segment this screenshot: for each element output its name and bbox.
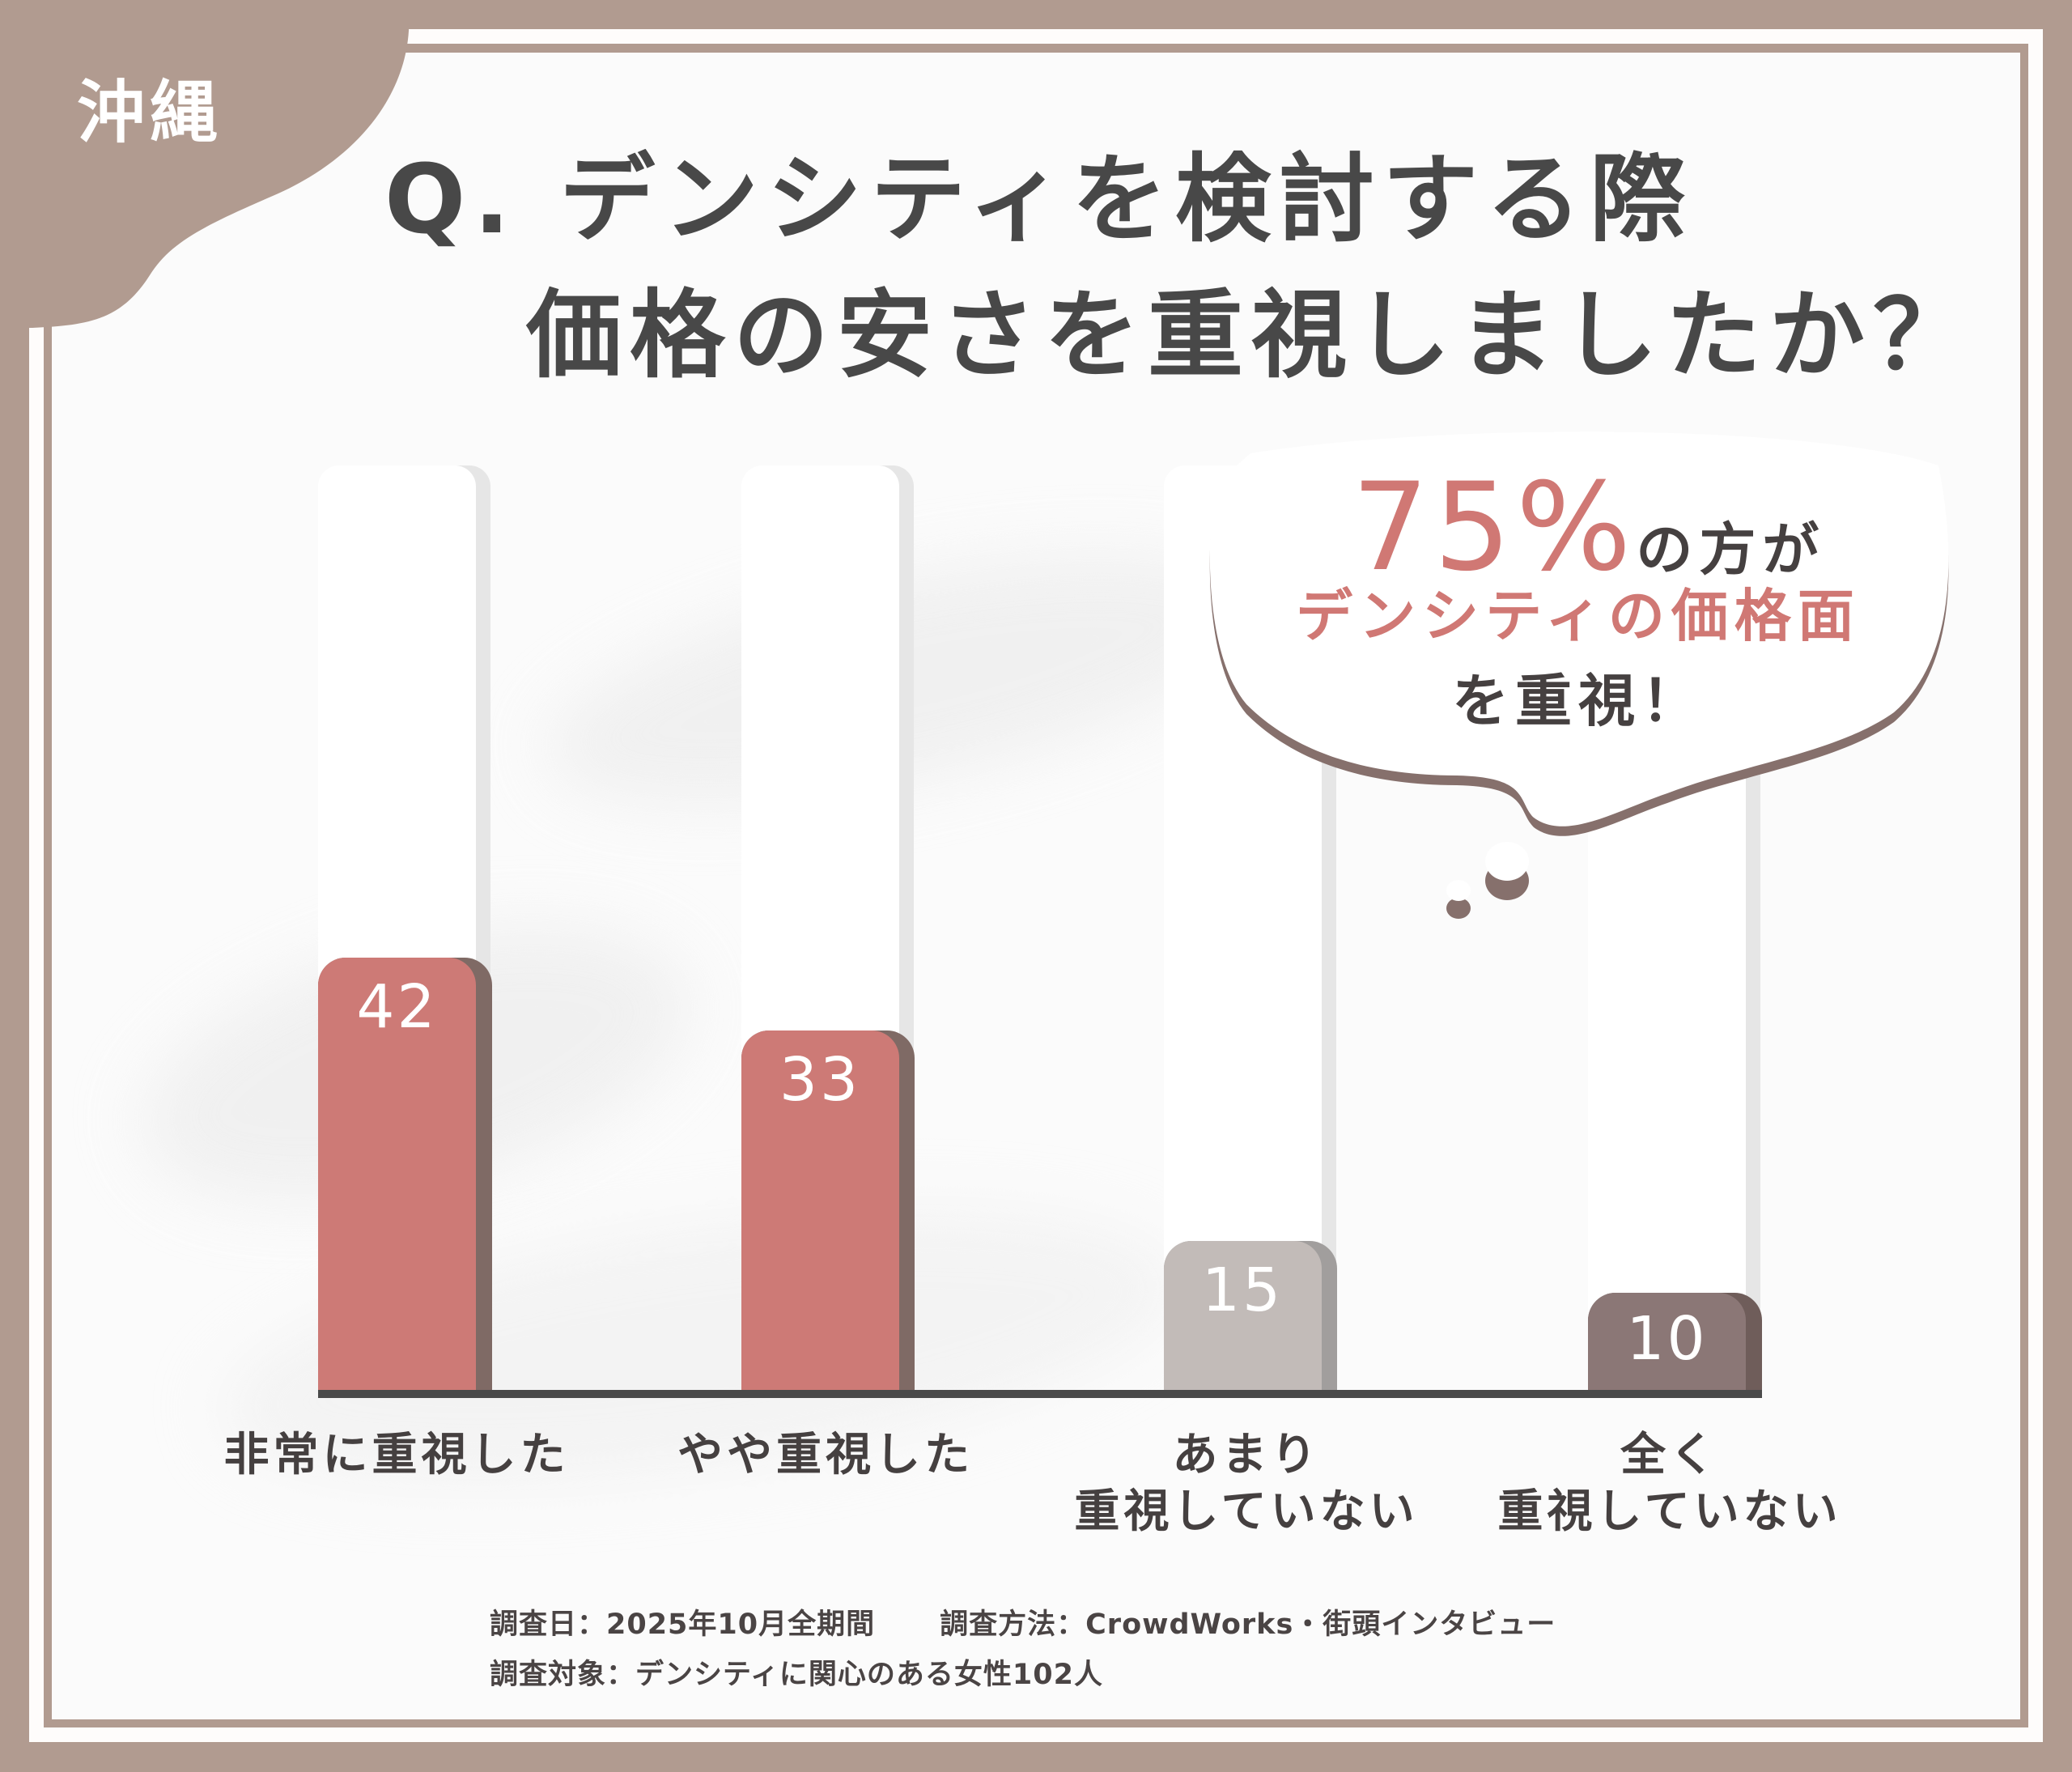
region-tag: 沖縄 [77, 73, 223, 152]
category-label-line1: 非常に重視した [223, 1429, 570, 1481]
callout-line3-wrap: を重視！ [1214, 656, 1942, 737]
x-axis-baseline [318, 1390, 1762, 1398]
callout-line3: を重視！ [1452, 668, 1705, 734]
bar-very-important: 42 [318, 958, 492, 1390]
survey-target: 調査対象：デンシティに関心のある女性102人 [490, 1659, 1103, 1691]
category-label-line2: 重視していない [1074, 1485, 1419, 1538]
bar-not-very-important: 15 [1164, 1241, 1337, 1390]
survey-info-line1: 調査日：2025年10月全期間 調査方法：CrowdWorks・街頭インタビュー [490, 1601, 1556, 1642]
category-label-line1: やや重視した [677, 1429, 974, 1481]
survey-info-line2: 調査対象：デンシティに関心のある女性102人 [490, 1651, 1103, 1693]
survey-method: 調査方法：CrowdWorks・街頭インタビュー [940, 1608, 1556, 1641]
callout-line2: デンシティの価格面 [1296, 583, 1861, 649]
bar-fill [1164, 1241, 1322, 1390]
bar-fill [1588, 1293, 1746, 1390]
category-label: やや重視した [648, 1427, 1004, 1484]
category-label: あまり 重視していない [1068, 1427, 1424, 1540]
callout-line2-wrap: デンシティの価格面 [1214, 571, 1942, 652]
bar-fill [318, 958, 476, 1390]
callout-suffix: の方が [1636, 516, 1826, 583]
category-label: 非常に重視した [219, 1427, 575, 1484]
category-label: 全く 重視していない [1492, 1427, 1848, 1540]
bar-value-label: 33 [779, 1045, 861, 1115]
category-label-line2: 重視していない [1497, 1485, 1842, 1538]
callout-headline: 75%の方が [1352, 457, 1825, 598]
bar-somewhat-important: 33 [741, 1030, 915, 1390]
question-title-line2: 価格の安さを重視しましたか？ [526, 279, 1977, 391]
bar-value-label: 10 [1626, 1304, 1708, 1374]
bar-not-important-at-all: 10 [1588, 1293, 1762, 1390]
question-title-line1: Q. デンシティを検討する際 [384, 143, 1694, 255]
survey-date: 調査日：2025年10月全期間 [490, 1608, 876, 1641]
bar-fill [741, 1030, 899, 1390]
bar-value-label: 42 [356, 972, 438, 1042]
category-label-line1: 全く [1620, 1429, 1719, 1481]
bar-value-label: 15 [1201, 1256, 1284, 1325]
callout-percent: 75% [1352, 457, 1637, 598]
corner-blob [0, 0, 409, 328]
category-label-line1: あまり [1172, 1429, 1321, 1481]
